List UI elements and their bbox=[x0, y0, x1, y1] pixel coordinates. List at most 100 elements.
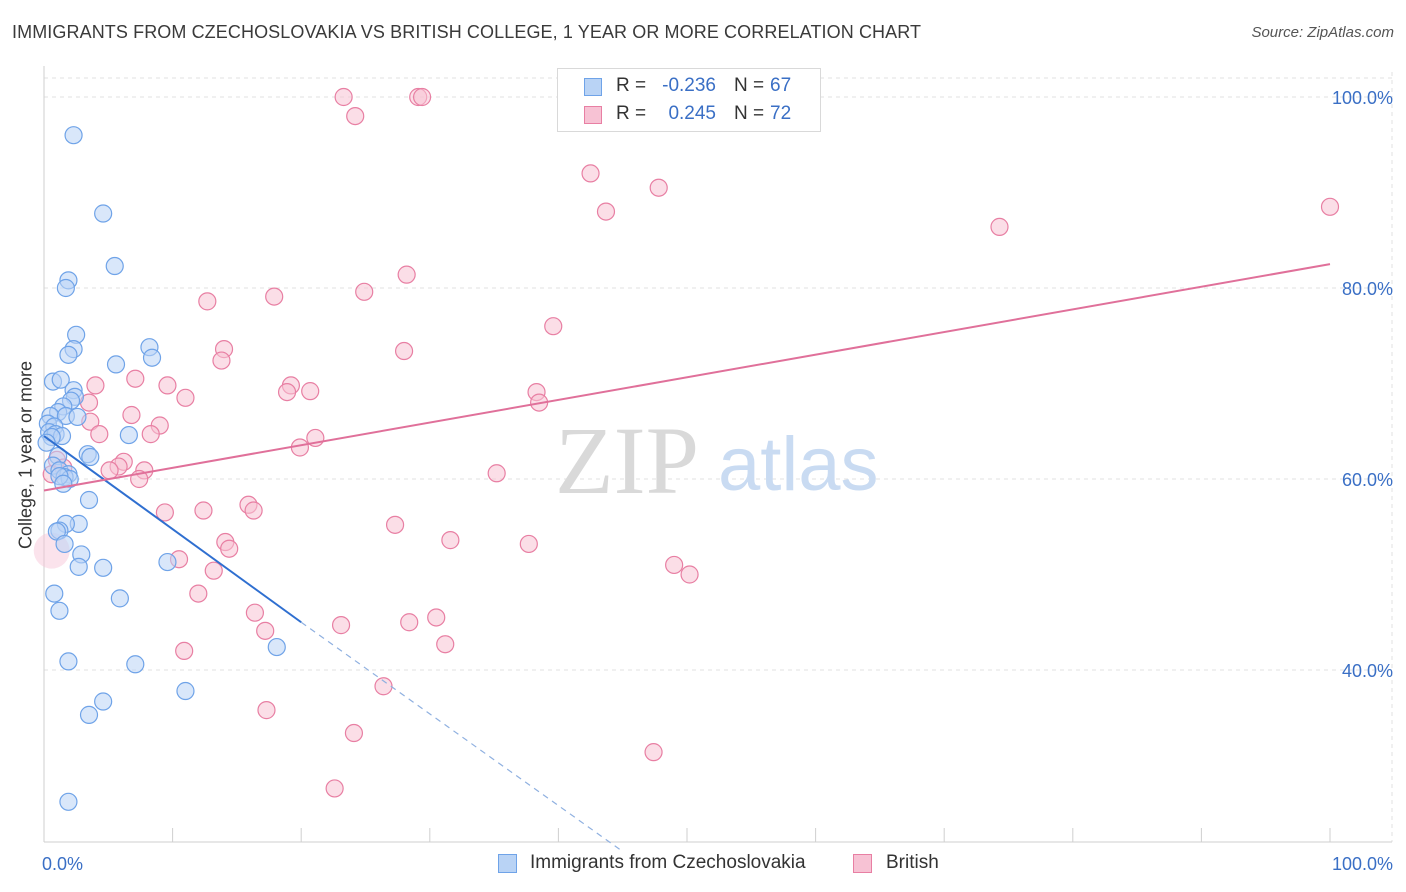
axes bbox=[43, 66, 1392, 843]
data-point bbox=[331, 616, 351, 635]
data-point bbox=[267, 637, 286, 657]
data-point bbox=[385, 515, 405, 534]
data-point bbox=[105, 256, 124, 276]
data-point bbox=[256, 621, 275, 640]
y-tick-label: 80.0% bbox=[1342, 279, 1393, 299]
data-point bbox=[176, 681, 195, 701]
n-label: N = bbox=[734, 75, 765, 96]
legend-swatch-pink bbox=[853, 854, 872, 873]
data-point bbox=[290, 438, 310, 457]
data-point bbox=[649, 178, 668, 197]
data-point bbox=[126, 369, 145, 388]
data-point bbox=[374, 677, 393, 696]
data-point bbox=[355, 282, 374, 301]
data-point bbox=[990, 217, 1009, 236]
data-point bbox=[344, 723, 364, 743]
data-point bbox=[79, 490, 99, 510]
data-point bbox=[244, 501, 263, 520]
y-tick-label: 100.0% bbox=[1332, 88, 1393, 108]
data-point bbox=[189, 584, 208, 603]
data-point bbox=[94, 204, 113, 223]
data-point bbox=[64, 126, 83, 145]
data-point bbox=[110, 589, 129, 608]
data-point bbox=[79, 705, 99, 724]
data-point bbox=[581, 164, 600, 183]
trend-lines bbox=[43, 263, 1331, 852]
x-tick-label: 0.0% bbox=[42, 854, 83, 874]
data-point bbox=[400, 613, 419, 632]
data-point bbox=[141, 425, 160, 444]
n-value: 72 bbox=[770, 103, 792, 124]
data-point bbox=[59, 345, 78, 364]
data-point bbox=[257, 701, 276, 720]
legend-label: Immigrants from Czechoslovakia bbox=[530, 852, 806, 873]
n-value: 67 bbox=[770, 75, 792, 96]
data-point bbox=[198, 292, 217, 311]
y-axis-label: College, 1 year or more bbox=[15, 360, 36, 550]
r-label: R = bbox=[616, 103, 647, 124]
data-point bbox=[1320, 197, 1340, 216]
data-point bbox=[334, 87, 353, 107]
data-point bbox=[59, 652, 78, 671]
data-point bbox=[158, 552, 177, 572]
data-point bbox=[325, 779, 344, 798]
data-point bbox=[394, 341, 414, 361]
data-point bbox=[122, 405, 141, 425]
legend-swatch-blue bbox=[498, 854, 517, 873]
data-point bbox=[45, 584, 64, 603]
data-point bbox=[59, 792, 78, 811]
data-point bbox=[346, 106, 365, 126]
data-point bbox=[194, 501, 213, 520]
swatch-blue bbox=[584, 78, 602, 96]
data-point bbox=[54, 474, 73, 493]
watermark-zip: ZIP bbox=[555, 407, 699, 514]
data-point bbox=[56, 278, 75, 298]
data-point bbox=[204, 561, 223, 580]
stats-legend: R = -0.236 N = 67 R = 0.245 N = 72 bbox=[557, 68, 821, 132]
chart-title: IMMIGRANTS FROM CZECHOSLOVAKIA VS BRITIS… bbox=[12, 22, 922, 42]
data-point bbox=[94, 558, 113, 577]
stats-row-czechoslovakia: R = -0.236 N = 67 bbox=[558, 72, 820, 100]
data-point bbox=[265, 287, 284, 306]
data-point bbox=[126, 655, 145, 674]
watermark-atlas: atlas bbox=[718, 422, 879, 507]
stats-row-british: R = 0.245 N = 72 bbox=[558, 100, 820, 128]
data-point bbox=[644, 743, 663, 762]
data-point bbox=[155, 503, 174, 522]
data-point bbox=[69, 557, 88, 576]
y-tick-label: 60.0% bbox=[1342, 470, 1393, 490]
data-point bbox=[397, 265, 416, 284]
data-point bbox=[487, 464, 506, 483]
n-label: N = bbox=[734, 103, 765, 124]
british-points bbox=[33, 87, 1340, 798]
data-point bbox=[50, 601, 69, 620]
source-label: Source: ZipAtlas.com bbox=[1251, 24, 1394, 41]
x-tick-label: 100.0% bbox=[1332, 854, 1393, 874]
data-point bbox=[86, 376, 105, 395]
data-point bbox=[119, 425, 138, 445]
data-point bbox=[220, 539, 239, 558]
data-point bbox=[51, 370, 70, 389]
data-point bbox=[519, 534, 538, 554]
data-point bbox=[441, 531, 460, 550]
data-point bbox=[665, 555, 684, 575]
data-point bbox=[436, 635, 455, 654]
data-point bbox=[175, 641, 194, 661]
grid-lines bbox=[44, 72, 1393, 842]
r-value: 0.245 bbox=[668, 103, 716, 124]
data-point bbox=[245, 603, 265, 622]
data-point bbox=[596, 202, 616, 221]
data-point bbox=[81, 447, 100, 467]
r-label: R = bbox=[616, 75, 647, 96]
data-point bbox=[277, 382, 297, 402]
data-point bbox=[212, 351, 231, 370]
data-point bbox=[68, 407, 87, 427]
tick-labels: 40.0% 60.0% 80.0% 100.0% 0.0% 100.0% bbox=[42, 88, 1393, 874]
r-value: -0.236 bbox=[662, 75, 716, 96]
trend-line-czechoslovakia bbox=[43, 435, 302, 624]
data-point bbox=[176, 388, 195, 407]
trend-line-british bbox=[43, 263, 1331, 492]
data-point bbox=[37, 433, 56, 452]
data-point bbox=[90, 425, 109, 444]
